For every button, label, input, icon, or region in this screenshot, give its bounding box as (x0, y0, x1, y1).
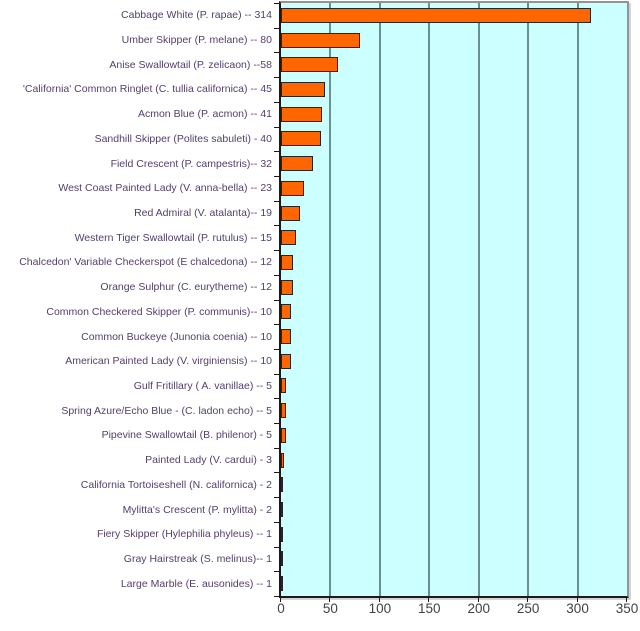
y-axis-tick (274, 300, 279, 301)
x-axis-tick (527, 598, 529, 602)
category-label: Gulf Fritillary ( A. vanillae) -- 5 (133, 379, 272, 392)
bar (281, 205, 300, 221)
bar (281, 576, 283, 592)
bar (281, 526, 283, 542)
bar (281, 32, 361, 48)
category-label: West Coast Painted Lady (V. anna-bella) … (58, 182, 272, 195)
bar (281, 452, 284, 468)
category-label: Gray Hairstreak (S. melinus)-- 1 (123, 552, 272, 565)
x-axis-tick (477, 598, 479, 602)
y-axis-tick (274, 448, 279, 449)
y-axis-tick (274, 77, 279, 78)
bar (281, 353, 291, 369)
bar (281, 180, 304, 196)
category-label: Large Marble (E. ausonides) -- 1 (120, 577, 272, 590)
bar (281, 502, 283, 518)
bar (281, 156, 313, 172)
y-axis-tick (274, 275, 279, 276)
category-label: Pipevine Swallowtail (B. philenor) - 5 (101, 429, 272, 442)
category-label: Sandhill Skipper (Polites sabuleti) - 40 (94, 132, 272, 145)
x-tick-label: 100 (368, 601, 392, 616)
x-tick-label: 50 (322, 601, 338, 616)
category-label: Red Admiral (V. atalanta)-- 19 (134, 207, 272, 220)
y-axis-tick (274, 497, 279, 498)
category-label: Orange Sulphur (C. eurytheme) -- 12 (100, 281, 272, 294)
y-axis-tick (274, 374, 279, 375)
bar (281, 254, 293, 270)
x-axis-tick (378, 598, 380, 602)
y-axis-tick (274, 102, 279, 103)
y-axis-tick (274, 28, 279, 29)
bar (281, 279, 293, 295)
bar (281, 477, 283, 493)
y-axis-tick (274, 176, 279, 177)
y-axis-tick (274, 3, 279, 4)
category-label: 'California' Common Ringlet (C. tullia c… (22, 83, 272, 96)
y-axis-tick (274, 472, 279, 473)
x-axis-tick (428, 598, 430, 602)
bar (281, 131, 321, 147)
gridline (428, 3, 431, 596)
category-label: Fiery Skipper (Hylephilia phyleus) -- 1 (96, 528, 272, 541)
x-axis-tick (329, 598, 331, 602)
x-tick-label: 150 (418, 601, 441, 616)
gridline (527, 3, 530, 596)
bar (281, 329, 291, 345)
y-axis-tick (274, 522, 279, 523)
y-axis-tick (274, 151, 279, 152)
x-tick-label: 0 (277, 601, 285, 616)
y-axis-tick (274, 250, 279, 251)
bar (281, 81, 326, 97)
y-axis-tick (274, 398, 279, 399)
x-axis-tick (280, 598, 281, 602)
category-label: Field Crescent (P. campestris)-- 32 (110, 157, 272, 170)
gridline (576, 3, 579, 596)
bar (281, 230, 296, 246)
category-label: Spring Azure/Echo Blue - (C. ladon echo)… (61, 404, 272, 417)
y-axis-tick (274, 571, 279, 572)
y-axis-tick (274, 201, 279, 202)
bar (281, 551, 283, 567)
category-label: Cabbage White (P. rapae) -- 314 (121, 9, 272, 22)
category-label: Western Tiger Swallowtail (P. rutulus) -… (74, 231, 272, 244)
category-label: California Tortoiseshell (N. californica… (80, 478, 272, 491)
y-axis-tick (274, 225, 279, 226)
category-label: Common Buckeye (Junonia coenia) -- 10 (81, 330, 272, 343)
x-tick-label: 350 (615, 601, 639, 616)
x-tick-label: 200 (467, 601, 490, 616)
x-axis-tick (576, 598, 578, 602)
bar (281, 304, 291, 320)
plot-area (279, 1, 629, 598)
bar (281, 57, 339, 73)
bar (281, 427, 286, 443)
y-axis-tick (274, 52, 279, 53)
x-axis-tick (626, 598, 627, 602)
bar (281, 7, 592, 23)
gridline (477, 3, 480, 596)
y-axis-tick (274, 324, 279, 325)
bar (281, 403, 286, 419)
gridline (378, 3, 381, 596)
gridline (329, 3, 332, 596)
x-tick-label: 300 (566, 601, 589, 616)
category-label: Common Checkered Skipper (P. communis)--… (46, 305, 272, 318)
category-label: Acmon Blue (P. acmon) -- 41 (137, 108, 272, 121)
category-axis: Cabbage White (P. rapae) -- 314 Umber Ski… (0, 0, 272, 631)
x-tick-label: 250 (516, 601, 540, 616)
category-label: Umber Skipper (P. melane) -- 80 (121, 34, 272, 47)
category-label: Chalcedon' Variable Checkerspot (E chalc… (19, 256, 272, 269)
bar (281, 378, 286, 394)
y-axis-tick (274, 596, 279, 597)
category-label: American Painted Lady (V. virginiensis) … (65, 355, 272, 368)
y-axis-tick (274, 127, 279, 128)
bar (281, 106, 322, 122)
category-label: Anise Swallowtail (P. zelicaon) --58 (109, 58, 272, 71)
category-label: Mylitta's Crescent (P. mylitta) - 2 (122, 503, 272, 516)
y-axis-tick (274, 547, 279, 548)
y-axis-tick (274, 423, 279, 424)
category-label: Painted Lady (V. cardui) - 3 (145, 454, 272, 467)
y-axis-tick (274, 349, 279, 350)
